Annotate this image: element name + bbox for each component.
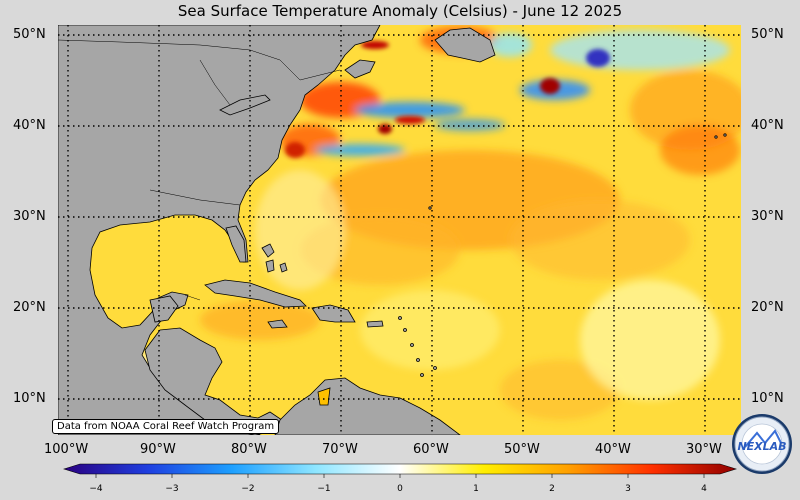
colorbar-tick-4: 4 (701, 484, 707, 494)
lat-label-30n-left: 30°N (13, 209, 46, 224)
map-title: Sea Surface Temperature Anomaly (Celsius… (177, 2, 623, 20)
lat-label-20n-right: 20°N (751, 300, 784, 315)
lon-label-50w: 50°W (504, 442, 540, 457)
lat-label-50n-right: 50°N (751, 27, 784, 42)
data-source-note: Data from NOAA Coral Reef Watch Program (52, 419, 280, 434)
lat-label-30n-right: 30°N (751, 209, 784, 224)
colorbar-tick-0: 0 (397, 484, 403, 494)
lat-label-20n-left: 20°N (13, 300, 46, 315)
lon-label-100w: 100°W (44, 442, 89, 457)
lon-label-70w: 70°W (322, 442, 358, 457)
lat-label-10n-right: 10°N (751, 391, 784, 406)
lon-label-40w: 40°W (595, 442, 631, 457)
newfoundland-land (434, 27, 496, 63)
colorbar-tick-1: 1 (473, 484, 479, 494)
lon-label-60w: 60°W (413, 442, 449, 457)
graticule (58, 25, 741, 435)
colorbar-tick-neg2: −2 (241, 484, 255, 494)
colorbar-tick-2: 2 (549, 484, 555, 494)
lat-label-40n-right: 40°N (751, 118, 784, 133)
colorbar-tick-neg4: −4 (89, 484, 103, 494)
central-america-land (144, 327, 283, 435)
nexlab-logo: NEXLAB (732, 414, 792, 474)
lat-label-10n-left: 10°N (13, 391, 46, 406)
lon-label-30w: 30°W (686, 442, 722, 457)
hispaniola-land (311, 304, 356, 323)
colorbar-tick-neg1: −1 (317, 484, 331, 494)
land-masses (58, 25, 727, 435)
lon-label-80w: 80°W (231, 442, 267, 457)
logo-text: NEXLAB (737, 440, 786, 453)
colorbar-tick-neg3: −3 (165, 484, 179, 494)
lat-label-50n-left: 50°N (13, 27, 46, 42)
lon-label-90w: 90°W (140, 442, 176, 457)
cuba-land (204, 279, 307, 308)
colorbar-tick-3: 3 (625, 484, 631, 494)
colorbar (62, 463, 738, 478)
lat-label-40n-left: 40°N (13, 118, 46, 133)
